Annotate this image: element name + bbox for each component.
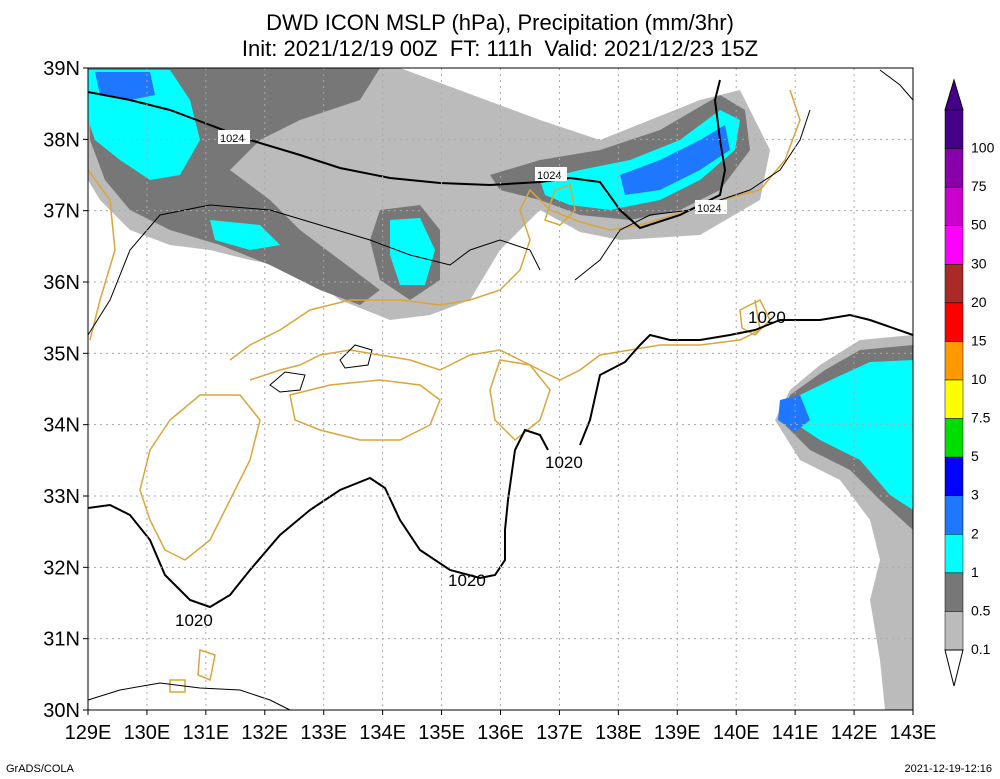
lon-label: 137E — [536, 722, 583, 744]
isobar-label-1020-c: 1020 — [448, 571, 486, 590]
isobar-labels: 1024 1024 1024 1020 1020 1020 1020 — [175, 130, 786, 630]
colorbar: 100 75 50 30 20 15 10 7.5 5 3 2 1 0.5 0.1 — [944, 78, 995, 687]
precip-blue-ne — [620, 125, 730, 195]
colorbar-segment — [944, 302, 964, 342]
lon-label: 141E — [772, 722, 819, 744]
lon-label: 143E — [890, 722, 937, 744]
lon-label: 135E — [418, 722, 465, 744]
grid-lines — [83, 67, 914, 715]
lon-label: 133E — [300, 722, 347, 744]
lat-label: 38N — [43, 129, 80, 151]
colorbar-segment — [944, 456, 964, 496]
colorbar-segment — [944, 225, 964, 265]
thin-isobar-1 — [87, 204, 541, 336]
map-subtitle: Init: 2021/12/19 00Z FT: 111h Valid: 202… — [241, 36, 759, 61]
colorbar-segment — [944, 495, 964, 535]
precip-cyan-west — [210, 220, 280, 250]
thin-isobar-4 — [879, 69, 914, 101]
lon-label: 130E — [124, 722, 171, 744]
colorbar-top-arrow — [944, 78, 964, 111]
isobar-label-1024-c: 1024 — [697, 203, 721, 215]
lat-label: 35N — [43, 343, 80, 365]
isobar-1024-north — [87, 91, 571, 187]
footer-timestamp: 2021-12-19-12:16 — [904, 763, 992, 775]
isobar-label-1020-d: 1020 — [175, 611, 213, 630]
thin-isobars — [87, 69, 914, 711]
colorbar-label: 50 — [971, 217, 987, 233]
colorbar-label: 0.1 — [971, 641, 991, 657]
isobar-label-1020-a: 1020 — [748, 308, 786, 327]
colorbar-label: 10 — [971, 371, 987, 387]
colorbar-bottom-arrow — [944, 649, 964, 687]
precip-cyan-center — [390, 218, 435, 285]
isobar-1020-east — [579, 313, 914, 446]
colorbar-segment — [944, 534, 964, 574]
precip-cyan-se — [790, 360, 913, 510]
isobar-label-bg-1 — [218, 130, 250, 144]
lon-label: 132E — [241, 722, 288, 744]
lon-label: 131E — [182, 722, 229, 744]
precip-cyan-ne — [540, 110, 740, 210]
colorbar-segment — [944, 379, 964, 419]
colorbar-label: 15 — [971, 332, 987, 348]
coast-yakushima — [169, 679, 186, 693]
precip-cyan-shading — [88, 70, 913, 510]
lat-label: 33N — [43, 486, 80, 508]
lat-label: 34N — [43, 415, 80, 437]
coast-honshu-north — [229, 89, 801, 361]
lon-label: 134E — [359, 722, 406, 744]
colorbar-label: 30 — [971, 255, 987, 271]
lat-label: 36N — [43, 272, 80, 294]
lat-label: 30N — [43, 700, 80, 722]
colorbar-label: 5 — [971, 448, 979, 464]
coast-tanegashima — [197, 648, 216, 682]
lat-label: 31N — [43, 629, 80, 651]
thin-isobar-3 — [87, 682, 291, 711]
lat-label: 37N — [43, 201, 80, 223]
isobar-1020-south — [87, 428, 549, 609]
thin-isobar-6 — [269, 371, 306, 393]
isobar-label-1020-b: 1020 — [545, 453, 583, 472]
longitude-labels: 129E 130E 131E 132E 133E 134E 135E 136E 137E 138E… — [65, 722, 937, 744]
map-frame — [87, 67, 914, 711]
precip-heavy — [95, 72, 810, 432]
latitude-labels: 39N 38N 37N 36N 35N 34N 33N 32N 31N 30N — [43, 58, 80, 722]
thin-isobar-5 — [339, 344, 373, 369]
coast-korea — [87, 169, 116, 341]
colorbar-label: 0.5 — [971, 602, 991, 618]
colorbar-segment — [944, 148, 964, 188]
colorbar-segment — [944, 572, 964, 612]
lat-label: 32N — [43, 557, 80, 579]
footer-credit: GrADS/COLA — [6, 763, 74, 775]
map-title: DWD ICON MSLP (hPa), Precipitation (mm/3… — [266, 10, 734, 35]
colorbar-segment — [944, 341, 964, 381]
lon-label: 139E — [654, 722, 701, 744]
lon-label: 140E — [713, 722, 760, 744]
colorbar-label: 7.5 — [971, 410, 991, 426]
coast-noto — [544, 184, 576, 226]
colorbar-label: 100 — [971, 140, 995, 156]
lon-label: 136E — [477, 722, 524, 744]
colorbar-label: 3 — [971, 487, 979, 503]
colorbar-segment — [944, 418, 964, 458]
coast-kyushu — [139, 394, 261, 561]
lon-label: 129E — [65, 722, 112, 744]
isobar-label-1024-b: 1024 — [537, 170, 561, 182]
colorbar-label: 20 — [971, 294, 987, 310]
colorbar-label: 75 — [971, 178, 987, 194]
lat-label: 39N — [43, 58, 80, 80]
lon-label: 138E — [595, 722, 642, 744]
lon-label: 142E — [831, 722, 878, 744]
colorbar-segment — [944, 109, 964, 149]
colorbar-segment — [944, 264, 964, 304]
colorbar-label: 1 — [971, 564, 979, 580]
colorbar-segment — [944, 611, 964, 651]
precip-blue-se — [778, 395, 810, 432]
colorbar-segment — [944, 186, 964, 226]
colorbar-label: 2 — [971, 525, 979, 541]
precip-blue-nw — [95, 72, 155, 100]
